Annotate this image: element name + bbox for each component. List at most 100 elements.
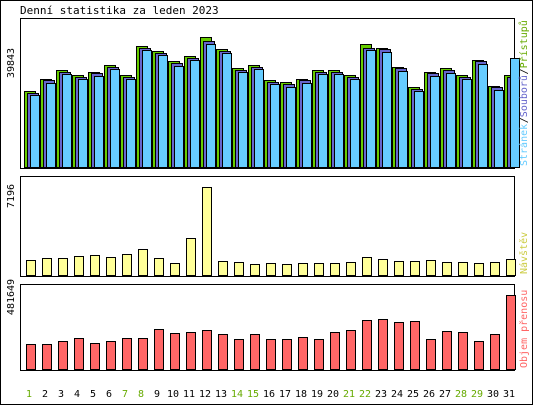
legend-separator-pages-files-hits-0: /: [519, 117, 530, 123]
bar-kbytes-s0-day-6: [106, 341, 116, 370]
bar-kbytes-s0-day-31: [506, 295, 516, 370]
chart-title: Denní statistika za leden 2023: [20, 4, 219, 17]
bar-visits-s0-day-21: [346, 262, 356, 276]
bar-pages-files-hits-s2-day-25: [414, 91, 424, 168]
bar-pages-files-hits-s2-day-18: [302, 83, 312, 168]
bar-visits-s0-day-22: [362, 257, 372, 276]
bar-visits-s0-day-24: [394, 261, 404, 276]
x-tick-label-9: 9: [154, 389, 160, 400]
bar-visits-s0-day-7: [122, 254, 132, 276]
bar-visits-s0-day-2: [42, 258, 52, 276]
x-tick-label-7: 7: [122, 389, 128, 400]
bar-visits-s0-day-31: [506, 259, 516, 276]
x-tick-label-18: 18: [295, 389, 307, 400]
x-tick-label-3: 3: [58, 389, 64, 400]
bar-visits-s0-day-20: [330, 263, 340, 276]
bar-pages-files-hits-s2-day-28: [462, 79, 472, 168]
bar-visits-s0-day-8: [138, 249, 148, 276]
bar-kbytes-s0-day-20: [330, 332, 340, 370]
bar-kbytes-s0-day-10: [170, 333, 180, 370]
x-tick-label-16: 16: [263, 389, 275, 400]
bar-kbytes-s0-day-26: [426, 339, 436, 370]
panel-frame-visits: [20, 176, 515, 277]
bar-kbytes-s0-day-13: [218, 334, 228, 370]
x-tick-label-14: 14: [231, 389, 243, 400]
legend-pages-files-hits-2: Přístupů: [518, 20, 530, 68]
bar-kbytes-s0-day-17: [282, 339, 292, 370]
x-tick-label-10: 10: [167, 389, 179, 400]
bar-visits-s0-day-3: [58, 258, 68, 276]
x-tick-label-2: 2: [42, 389, 48, 400]
x-tick-label-13: 13: [215, 389, 227, 400]
bar-kbytes-s0-day-9: [154, 329, 164, 370]
bar-kbytes-s0-day-21: [346, 330, 356, 370]
bar-visits-s0-day-15: [250, 264, 260, 276]
bar-visits-s0-day-11: [186, 238, 196, 276]
bar-pages-files-hits-s2-day-4: [78, 79, 88, 168]
bar-pages-files-hits-s2-day-14: [238, 72, 248, 168]
bar-visits-s0-day-1: [26, 260, 36, 276]
legend-pages-files-hits-0: Stránek: [518, 124, 530, 166]
y-max-label-pages-files-hits: 39843: [6, 48, 17, 78]
bar-kbytes-s0-day-15: [250, 334, 260, 370]
bar-pages-files-hits-s2-day-31: [510, 58, 520, 168]
legend-separator-pages-files-hits-1: /: [519, 68, 530, 74]
bar-visits-s0-day-4: [74, 256, 84, 276]
bar-pages-files-hits-s2-day-13: [222, 53, 232, 168]
bar-kbytes-s0-day-23: [378, 319, 388, 370]
legend-kbytes-0: Objem přenosu: [518, 290, 530, 368]
bar-pages-files-hits-s2-day-26: [430, 76, 440, 168]
x-tick-label-23: 23: [375, 389, 387, 400]
bar-visits-s0-day-23: [378, 259, 388, 276]
x-tick-label-27: 27: [439, 389, 451, 400]
bar-visits-s0-day-16: [266, 263, 276, 276]
bar-kbytes-s0-day-1: [26, 344, 36, 370]
bar-pages-files-hits-s2-day-12: [206, 44, 216, 168]
x-tick-label-22: 22: [359, 389, 371, 400]
bar-kbytes-s0-day-18: [298, 337, 308, 370]
bar-pages-files-hits-s2-day-29: [478, 64, 488, 168]
x-tick-label-15: 15: [247, 389, 259, 400]
bar-visits-s0-day-13: [218, 261, 228, 276]
bar-pages-files-hits-s2-day-27: [446, 73, 456, 168]
x-tick-label-20: 20: [327, 389, 339, 400]
legend-visits-0: Návštěv: [518, 232, 530, 274]
bar-kbytes-s0-day-4: [74, 338, 84, 370]
y-max-label-kbytes: 481649: [6, 279, 17, 315]
bar-visits-s0-day-18: [298, 263, 308, 276]
bar-visits-s0-day-5: [90, 255, 100, 276]
x-tick-label-30: 30: [487, 389, 499, 400]
bar-kbytes-s0-day-24: [394, 322, 404, 370]
bar-pages-files-hits-s2-day-10: [174, 66, 184, 168]
bar-visits-s0-day-28: [458, 262, 468, 276]
bar-pages-files-hits-s2-day-7: [126, 79, 136, 168]
bar-visits-s0-day-25: [410, 261, 420, 276]
bar-kbytes-s0-day-27: [442, 331, 452, 370]
bar-pages-files-hits-s2-day-17: [286, 87, 296, 168]
bar-kbytes-s0-day-5: [90, 343, 100, 370]
y-max-label-visits: 7196: [6, 184, 17, 208]
bar-pages-files-hits-s2-day-15: [254, 69, 264, 168]
bar-kbytes-s0-day-11: [186, 332, 196, 370]
bar-kbytes-s0-day-7: [122, 338, 132, 370]
bar-kbytes-s0-day-25: [410, 321, 420, 370]
bar-kbytes-s0-day-3: [58, 341, 68, 370]
bar-visits-s0-day-17: [282, 264, 292, 276]
bar-pages-files-hits-s2-day-2: [46, 83, 56, 168]
bar-visits-s0-day-14: [234, 262, 244, 276]
bar-pages-files-hits-s2-day-9: [158, 55, 168, 168]
bar-kbytes-s0-day-8: [138, 338, 148, 370]
bar-pages-files-hits-s2-day-8: [142, 50, 152, 168]
bar-visits-s0-day-27: [442, 262, 452, 276]
bar-pages-files-hits-s2-day-30: [494, 90, 504, 168]
x-tick-label-19: 19: [311, 389, 323, 400]
x-tick-label-11: 11: [183, 389, 195, 400]
bar-kbytes-s0-day-2: [42, 344, 52, 370]
bar-pages-files-hits-s2-day-22: [366, 50, 376, 168]
bar-kbytes-s0-day-30: [490, 334, 500, 370]
x-tick-label-29: 29: [471, 389, 483, 400]
bar-visits-s0-day-19: [314, 263, 324, 276]
x-tick-label-5: 5: [90, 389, 96, 400]
bar-pages-files-hits-s2-day-16: [270, 84, 280, 168]
